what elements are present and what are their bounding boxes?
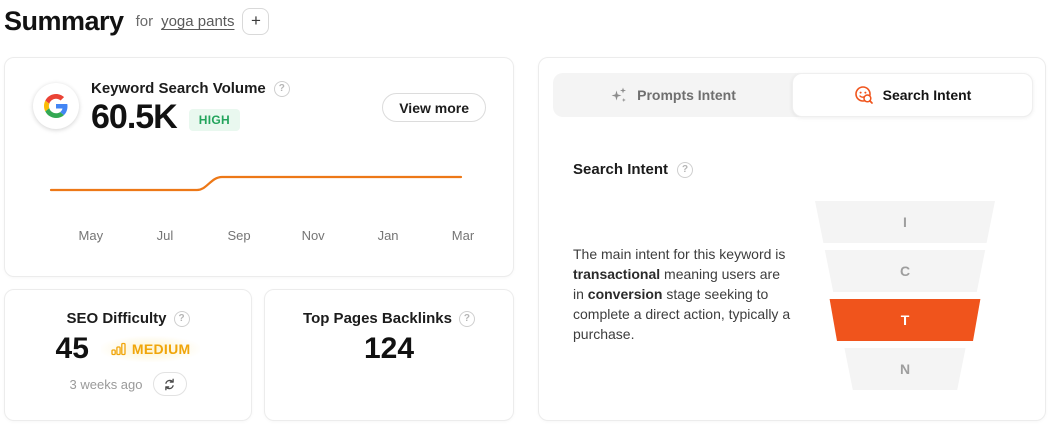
backlinks-value: 124 (363, 332, 415, 365)
backlinks-title: Top Pages Backlinks (303, 310, 452, 327)
help-icon[interactable]: ? (458, 310, 475, 327)
seo-difficulty-value: 45 (55, 332, 89, 365)
funnel-label: N (900, 361, 910, 377)
funnel-segment-commercial[interactable] (824, 250, 986, 292)
difficulty-level-badge: MEDIUM (100, 336, 201, 362)
difficulty-bars-icon (111, 342, 126, 356)
chart-x-axis-labels: May Jul Sep Nov Jan Mar (49, 228, 475, 244)
help-icon[interactable]: ? (273, 80, 290, 97)
x-tick: Sep (227, 228, 251, 243)
search-intent-section-title: Search Intent (573, 161, 669, 178)
x-tick: May (78, 228, 104, 243)
intent-description: The main intent for this keyword is tran… (573, 246, 791, 342)
x-tick: Nov (301, 228, 325, 243)
help-icon[interactable]: ? (677, 161, 694, 178)
last-updated-text: 3 weeks ago (69, 376, 143, 392)
difficulty-level-label: MEDIUM (131, 341, 191, 357)
keyword-search-volume-card: Keyword Search Volume ? 60.5K HIGH View … (4, 57, 514, 277)
funnel-label: T (901, 312, 910, 328)
seo-difficulty-title: SEO Difficulty (66, 310, 167, 327)
x-tick: Mar (451, 228, 475, 243)
face-magnifier-icon (854, 86, 873, 104)
keyword-link[interactable]: yoga pants (161, 13, 235, 30)
view-more-button[interactable]: View more (382, 93, 486, 122)
funnel-label: I (903, 214, 907, 230)
page-header: Summary for yoga pants + (4, 6, 270, 37)
tab-prompts-intent[interactable]: Prompts Intent (553, 73, 792, 117)
funnel-segment-navigational[interactable] (844, 348, 966, 390)
add-keyword-button[interactable]: + (242, 8, 270, 35)
seo-difficulty-card: SEO Difficulty ? 45 MEDIUM 3 weeks ago (4, 289, 252, 421)
funnel-label: C (900, 263, 910, 279)
volume-card-title: Keyword Search Volume (91, 80, 266, 97)
refresh-icon (165, 378, 174, 390)
x-tick: Jul (156, 228, 174, 243)
tab-search-intent[interactable]: Search Intent (792, 73, 1033, 117)
funnel-segment-informational[interactable] (815, 201, 995, 243)
funnel-segment-transactional[interactable] (829, 299, 981, 341)
funnel-stage-bold: conversion (587, 286, 663, 302)
volume-level-badge: HIGH (188, 109, 240, 131)
google-logo-icon (33, 83, 79, 129)
x-tick: Jan (377, 228, 399, 243)
top-pages-backlinks-card: Top Pages Backlinks ? 124 (264, 289, 514, 421)
intent-funnel: I C T N (815, 201, 995, 390)
tab-label: Search Intent (882, 87, 972, 103)
subtitle-prefix: for (135, 13, 154, 30)
page-title: Summary (4, 6, 124, 36)
refresh-button[interactable] (152, 372, 187, 396)
help-icon[interactable]: ? (173, 310, 190, 327)
search-volume-value: 60.5K (91, 98, 178, 136)
tab-label: Prompts Intent (637, 87, 736, 103)
search-volume-trend-chart (49, 175, 463, 192)
sparkles-icon (611, 87, 627, 102)
intent-type-bold: transactional (573, 266, 661, 282)
intent-card: Prompts Intent Search Intent Search Inte… (538, 57, 1046, 421)
intent-tabs: Prompts Intent Search Intent (553, 73, 1033, 117)
